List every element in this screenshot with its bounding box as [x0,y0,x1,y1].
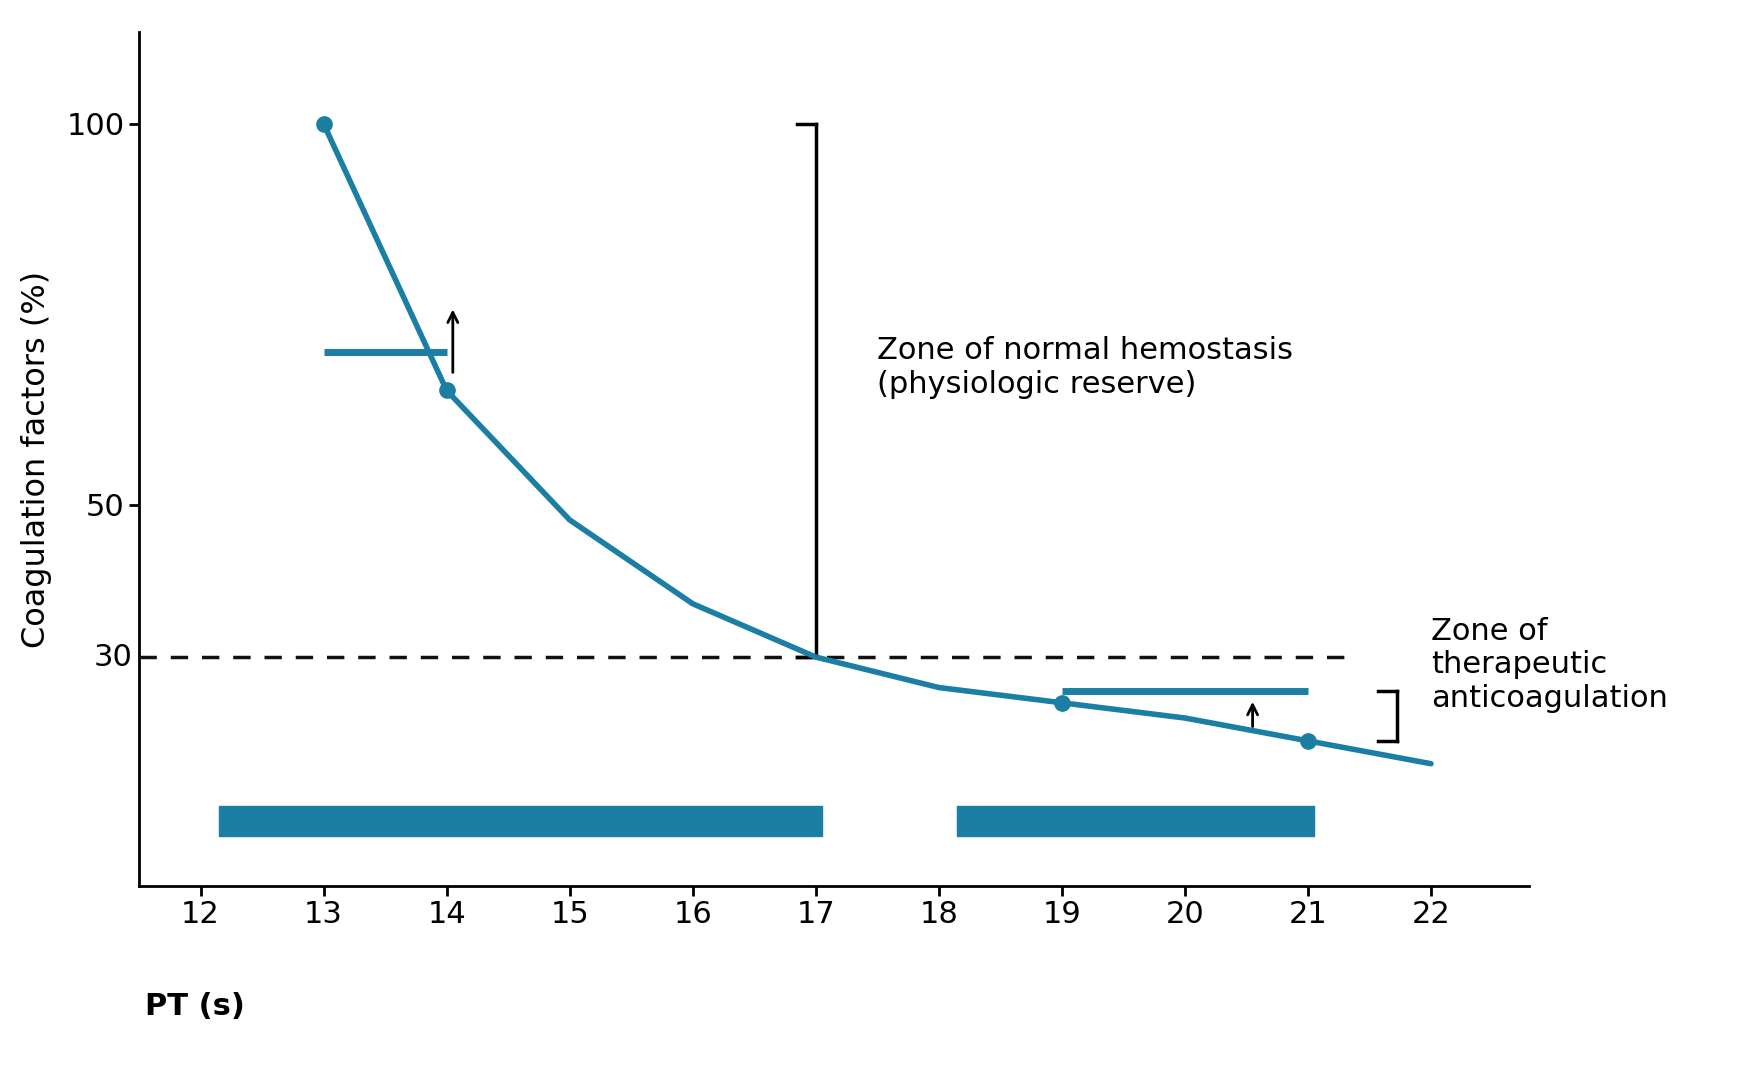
Text: 30: 30 [94,643,132,672]
Bar [219,806,822,836]
Text: Zone of normal hemostasis
(physiologic reserve): Zone of normal hemostasis (physiologic r… [878,336,1293,399]
Y-axis label: Coagulation factors (%): Coagulation factors (%) [21,270,52,648]
Text: PT (s): PT (s) [146,993,245,1022]
Text: Zone of
therapeutic
anticoagulation: Zone of therapeutic anticoagulation [1430,617,1668,713]
Bar [958,806,1314,836]
